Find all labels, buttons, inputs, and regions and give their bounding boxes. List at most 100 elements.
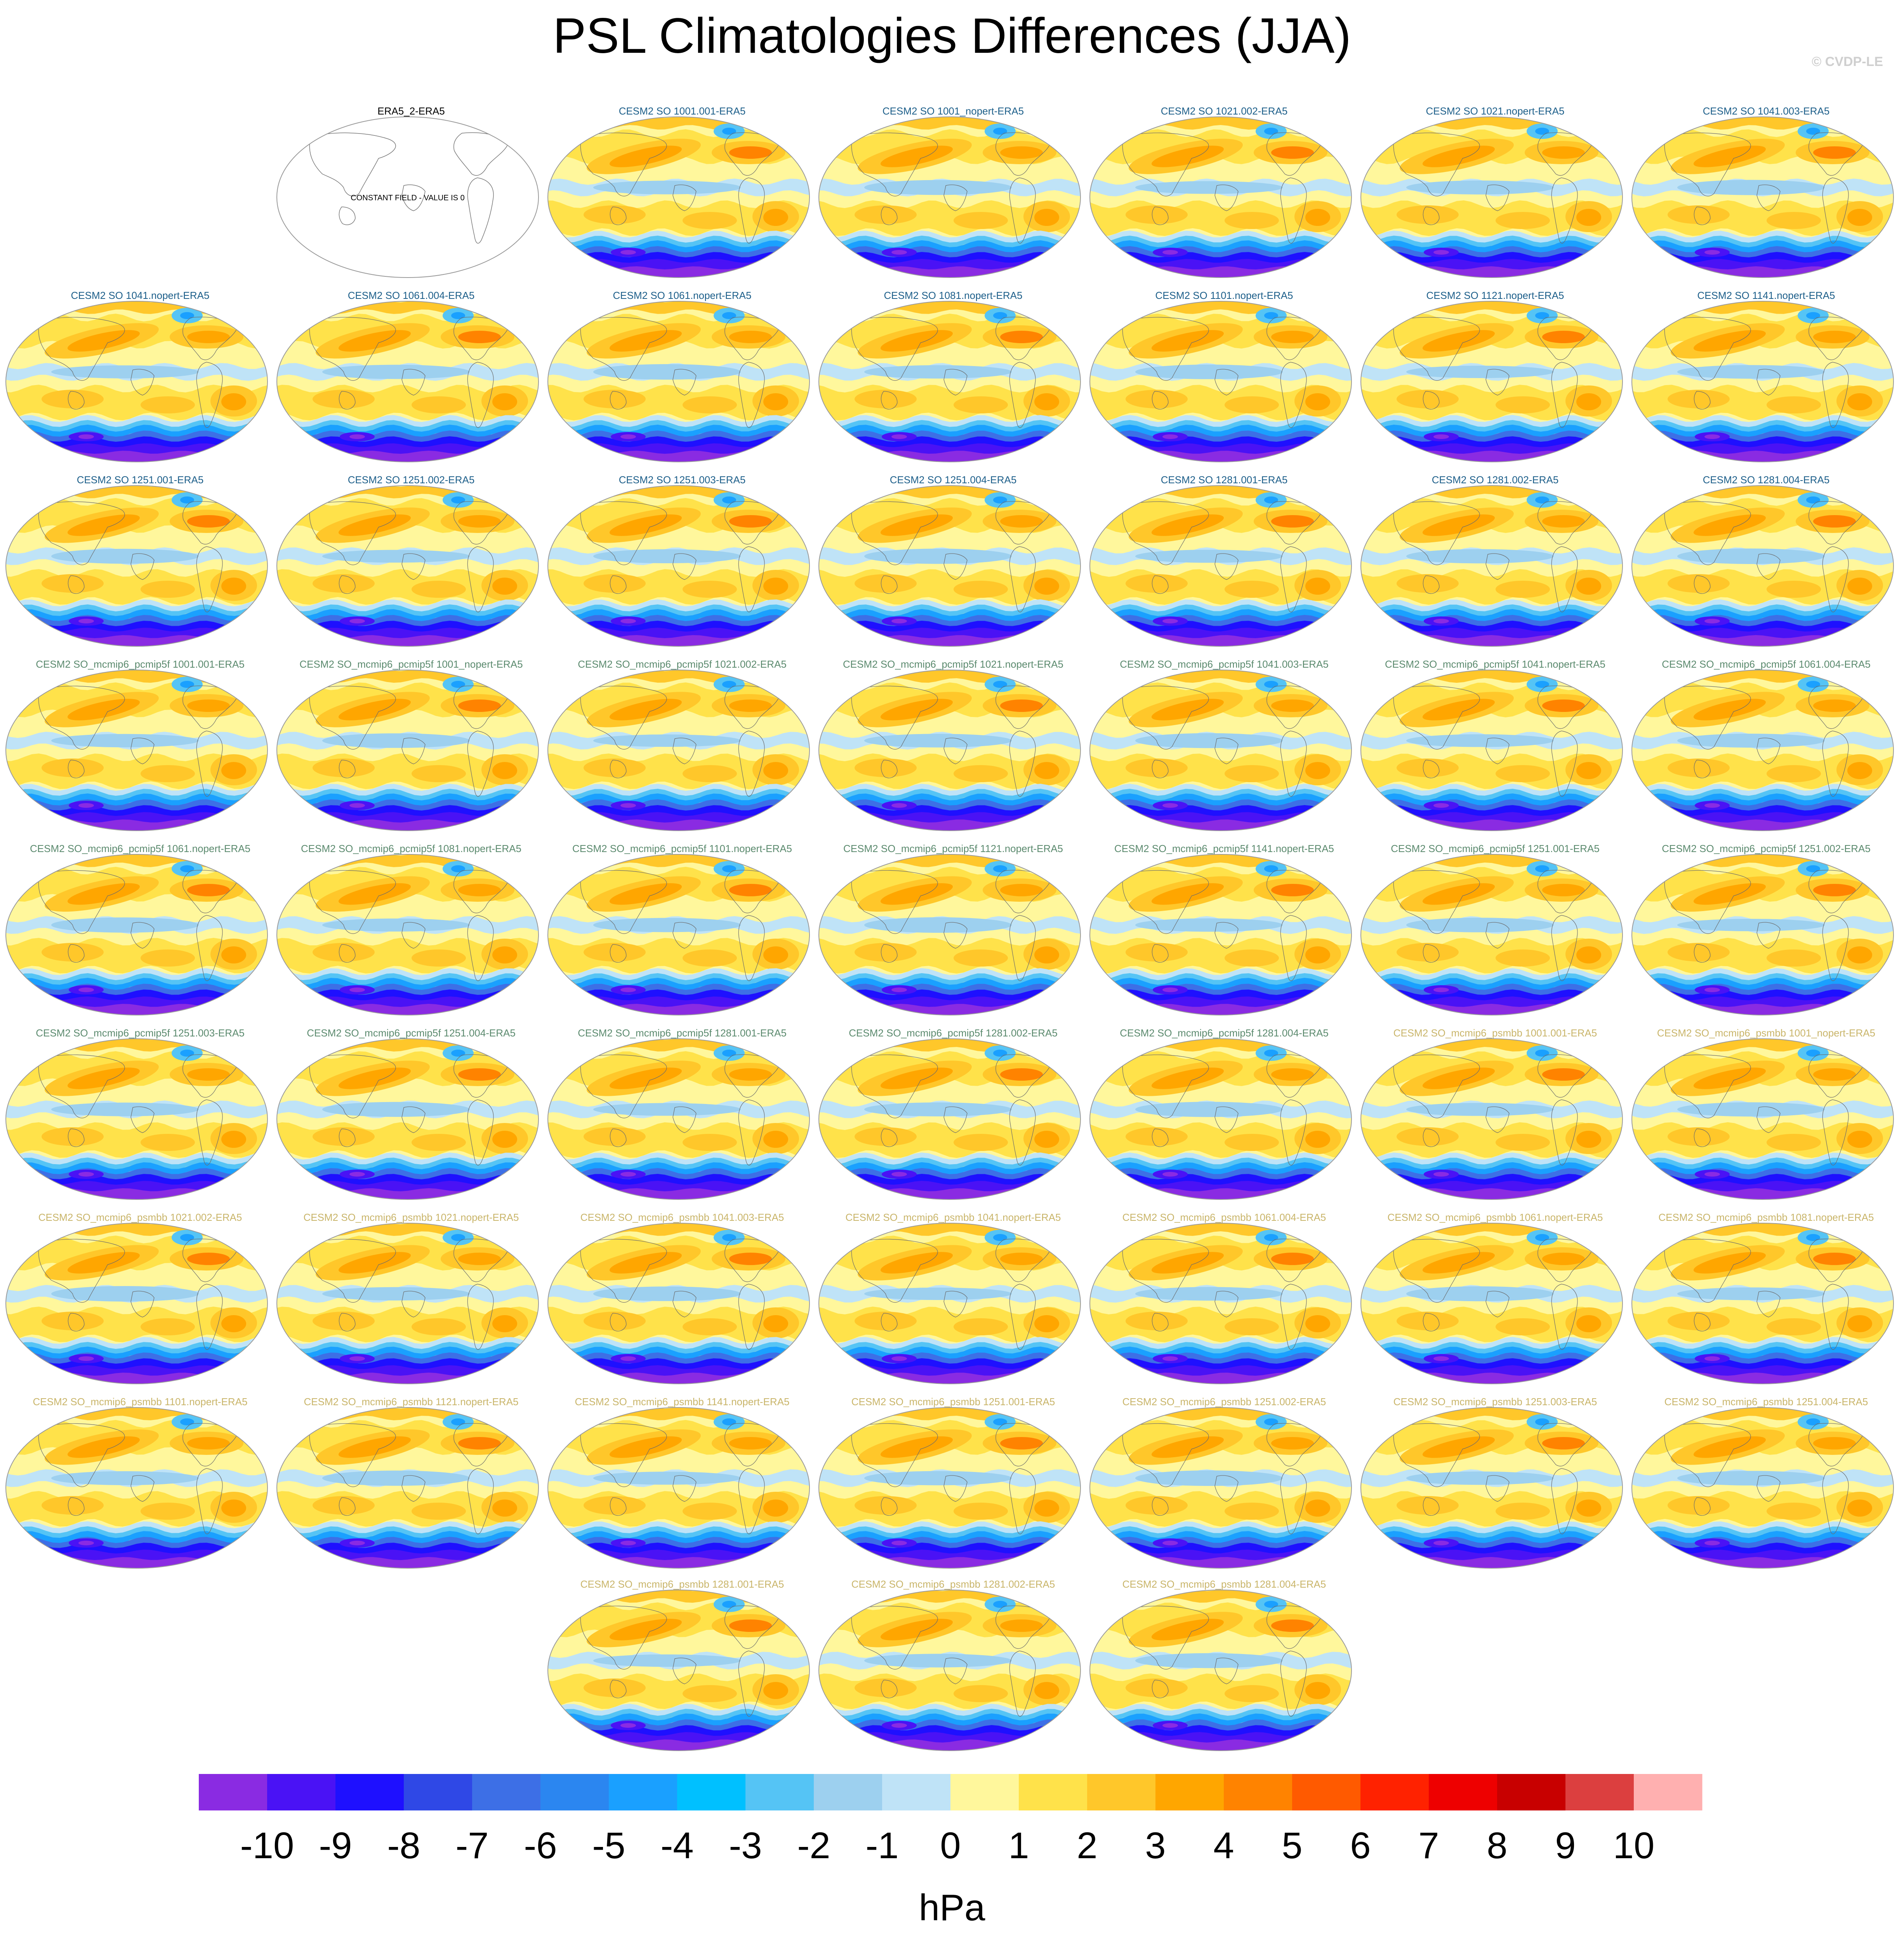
robinson-map: [547, 301, 810, 462]
map-panel-title: CESM2 SO_mcmip6_pcmip5f 1021.002-ERA5: [578, 658, 787, 670]
map-panel-title: CESM2 SO_mcmip6_pcmip5f 1001.001-ERA5: [36, 658, 245, 670]
map-panel: CESM2 SO 1251.004-ERA5: [818, 474, 1089, 656]
map-panel-title: CESM2 SO_mcmip6_pcmip5f 1101.nopert-ERA5: [572, 843, 792, 854]
robinson-map: [1089, 1038, 1352, 1200]
map-panel-title: CESM2 SO_mcmip6_psmbb 1281.001-ERA5: [580, 1578, 784, 1590]
robinson-map: [818, 301, 1081, 462]
map-panel-title: ERA5_2-ERA5: [377, 105, 445, 117]
map-panel-title: CESM2 SO_mcmip6_pcmip5f 1041.003-ERA5: [1120, 658, 1329, 670]
map-panel: CESM2 SO 1281.001-ERA5: [1089, 474, 1360, 656]
map-panel-title: CESM2 SO_mcmip6_pcmip5f 1251.002-ERA5: [1662, 843, 1871, 854]
map-panel: CESM2 SO 1281.004-ERA5: [1631, 474, 1902, 656]
map-panel-title: CESM2 SO_mcmip6_pcmip5f 1251.003-ERA5: [36, 1027, 245, 1039]
map-panel: CESM2 SO_mcmip6_pcmip5f 1021.002-ERA5: [547, 658, 818, 840]
robinson-map: [547, 670, 810, 831]
map-panel: CESM2 SO_mcmip6_pcmip5f 1141.nopert-ERA5: [1089, 842, 1360, 1025]
map-panel-title: CESM2 SO_mcmip6_pcmip5f 1121.nopert-ERA5: [843, 843, 1063, 854]
map-panel-title: CESM2 SO_mcmip6_psmbb 1041.nopert-ERA5: [845, 1211, 1061, 1223]
robinson-map: [547, 1223, 810, 1384]
map-panel: CESM2 SO 1041.003-ERA5: [1631, 105, 1902, 287]
map-panel-title: CESM2 SO_mcmip6_psmbb 1081.nopert-ERA5: [1658, 1211, 1874, 1223]
robinson-map: [1360, 1407, 1623, 1569]
map-panel: CESM2 SO_mcmip6_pcmip5f 1281.002-ERA5: [818, 1027, 1089, 1209]
map-panel-title: CESM2 SO 1281.002-ERA5: [1431, 474, 1559, 486]
map-panel: CESM2 SO_mcmip6_psmbb 1021.002-ERA5: [5, 1211, 276, 1394]
robinson-map: CONSTANT FIELD - VALUE IS 0: [276, 116, 539, 278]
map-panel-title: CESM2 SO 1101.nopert-ERA5: [1155, 290, 1293, 301]
map-panel: CESM2 SO_mcmip6_psmbb 1081.nopert-ERA5: [1631, 1211, 1902, 1394]
map-panel-title: CESM2 SO_mcmip6_psmbb 1251.004-ERA5: [1664, 1396, 1868, 1408]
map-panel: CESM2 SO_mcmip6_psmbb 1101.nopert-ERA5: [5, 1395, 276, 1578]
map-panel: CESM2 SO_mcmip6_pcmip5f 1281.004-ERA5: [1089, 1027, 1360, 1209]
map-panel-title: CESM2 SO_mcmip6_pcmip5f 1251.001-ERA5: [1391, 843, 1600, 854]
map-panel: CESM2 SO 1251.003-ERA5: [547, 474, 818, 656]
map-panel-title: CESM2 SO 1041.nopert-ERA5: [71, 290, 210, 301]
map-panel-title: CESM2 SO_mcmip6_psmbb 1251.002-ERA5: [1122, 1396, 1326, 1408]
map-panel-title: CESM2 SO_mcmip6_psmbb 1041.003-ERA5: [580, 1211, 784, 1223]
map-panel-title: CESM2 SO_mcmip6_psmbb 1061.004-ERA5: [1122, 1211, 1326, 1223]
robinson-map: [818, 1038, 1081, 1200]
robinson-map: [5, 1038, 268, 1200]
robinson-map: [276, 1407, 539, 1569]
page-title: PSL Climatologies Differences (JJA): [553, 8, 1351, 64]
map-panel-title: CESM2 SO_mcmip6_psmbb 1021.002-ERA5: [38, 1211, 242, 1223]
map-panel: CESM2 SO_mcmip6_psmbb 1251.003-ERA5: [1360, 1395, 1631, 1578]
robinson-map: [1631, 670, 1894, 831]
map-panel: CESM2 SO_mcmip6_psmbb 1061.004-ERA5: [1089, 1211, 1360, 1394]
robinson-map: [1089, 854, 1352, 1015]
map-panel-title: CESM2 SO 1251.002-ERA5: [347, 474, 475, 486]
robinson-map: [547, 1590, 810, 1751]
robinson-map: [818, 116, 1081, 278]
map-panel: CESM2 SO 1001_nopert-ERA5: [818, 105, 1089, 287]
map-panel-title: CESM2 SO_mcmip6_psmbb 1281.002-ERA5: [851, 1578, 1055, 1590]
map-panel-title: CESM2 SO_mcmip6_psmbb 1121.nopert-ERA5: [304, 1396, 519, 1408]
robinson-map: [276, 1038, 539, 1200]
map-panel: CESM2 SO 1041.nopert-ERA5: [5, 289, 276, 472]
map-panel: CESM2 SO_mcmip6_psmbb 1251.004-ERA5: [1631, 1395, 1902, 1578]
map-panel: CESM2 SO_mcmip6_psmbb 1021.nopert-ERA5: [276, 1211, 547, 1394]
robinson-map: [1631, 1223, 1894, 1384]
map-panel: CESM2 SO_mcmip6_pcmip5f 1081.nopert-ERA5: [276, 842, 547, 1025]
robinson-map: [1360, 1223, 1623, 1384]
map-panel-title: CESM2 SO_mcmip6_pcmip5f 1061.nopert-ERA5: [30, 843, 250, 854]
map-panel: CESM2 SO_mcmip6_psmbb 1041.003-ERA5: [547, 1211, 818, 1394]
robinson-map: [1360, 854, 1623, 1015]
map-panel-title: CESM2 SO_mcmip6_pcmip5f 1281.002-ERA5: [849, 1027, 1058, 1039]
map-panel-title: CESM2 SO_mcmip6_psmbb 1001.001-ERA5: [1393, 1027, 1597, 1039]
map-panel: CESM2 SO_mcmip6_psmbb 1281.002-ERA5: [818, 1578, 1089, 1760]
map-panel: CESM2 SO 1021.nopert-ERA5: [1360, 105, 1631, 287]
map-panel-title: CESM2 SO 1281.001-ERA5: [1160, 474, 1288, 486]
map-panel: CESM2 SO_mcmip6_psmbb 1251.002-ERA5: [1089, 1395, 1360, 1578]
map-panel: CESM2 SO_mcmip6_pcmip5f 1251.003-ERA5: [5, 1027, 276, 1209]
map-panel: CESM2 SO_mcmip6_pcmip5f 1251.004-ERA5: [276, 1027, 547, 1209]
robinson-map: [1089, 301, 1352, 462]
robinson-map: [5, 485, 268, 647]
robinson-map: [1089, 670, 1352, 831]
map-panel-title: CESM2 SO_mcmip6_pcmip5f 1251.004-ERA5: [307, 1027, 516, 1039]
robinson-map: [547, 1407, 810, 1569]
map-panel: CESM2 SO_mcmip6_psmbb 1281.004-ERA5: [1089, 1578, 1360, 1760]
map-panel: CESM2 SO 1121.nopert-ERA5: [1360, 289, 1631, 472]
map-panel-title: CESM2 SO_mcmip6_pcmip5f 1281.004-ERA5: [1120, 1027, 1329, 1039]
robinson-map: [276, 301, 539, 462]
map-panel: CESM2 SO_mcmip6_pcmip5f 1001.001-ERA5: [5, 658, 276, 840]
map-panel: CESM2 SO 1001.001-ERA5: [547, 105, 818, 287]
map-panel: CESM2 SO_mcmip6_psmbb 1001_nopert-ERA5: [1631, 1027, 1902, 1209]
robinson-map: [547, 116, 810, 278]
map-panel-title: CESM2 SO_mcmip6_psmbb 1251.001-ERA5: [851, 1396, 1055, 1408]
robinson-map: [5, 301, 268, 462]
map-panel-title: CESM2 SO 1001_nopert-ERA5: [882, 105, 1024, 117]
map-panel-title: CESM2 SO_mcmip6_psmbb 1141.nopert-ERA5: [575, 1396, 790, 1408]
map-panel-title: CESM2 SO 1001.001-ERA5: [618, 105, 746, 117]
robinson-map: [1360, 670, 1623, 831]
map-panel-title: CESM2 SO_mcmip6_psmbb 1061.nopert-ERA5: [1387, 1211, 1603, 1223]
robinson-map: [276, 670, 539, 831]
watermark: © CVDP-LE: [1812, 54, 1883, 69]
map-panel: CESM2 SO 1251.001-ERA5: [5, 474, 276, 656]
map-panel: CESM2 SO_mcmip6_psmbb 1251.001-ERA5: [818, 1395, 1089, 1578]
robinson-map: [818, 670, 1081, 831]
map-panel: CESM2 SO_mcmip6_pcmip5f 1251.001-ERA5: [1360, 842, 1631, 1025]
robinson-map: [1631, 116, 1894, 278]
map-panel: CESM2 SO 1061.nopert-ERA5: [547, 289, 818, 472]
map-panel-title: CESM2 SO 1061.004-ERA5: [347, 290, 475, 301]
